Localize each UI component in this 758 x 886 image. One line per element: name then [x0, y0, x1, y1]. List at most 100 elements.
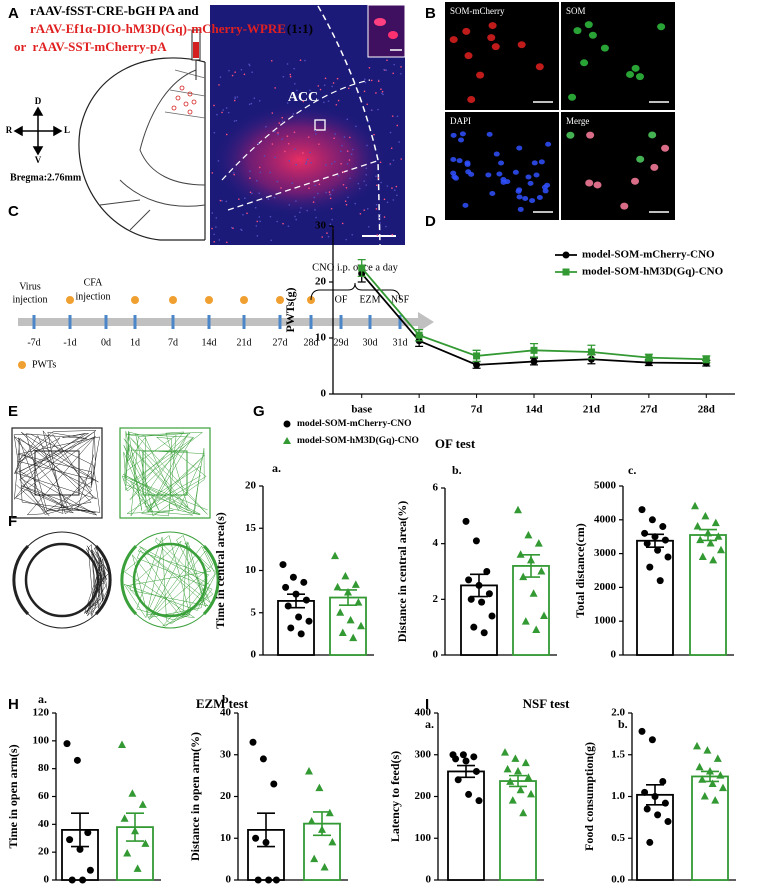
- y-tick-label: 4000: [594, 513, 617, 525]
- panel-sublabel: b.: [452, 463, 462, 477]
- arena: [119, 427, 211, 519]
- fluor-dot: [256, 235, 259, 237]
- y-tick-label: 3000: [594, 547, 617, 559]
- cell: [525, 174, 532, 180]
- data-point: [540, 611, 548, 620]
- day-tick: [339, 315, 343, 329]
- y-tick-label: 0: [251, 649, 257, 661]
- data-point: [272, 876, 280, 884]
- data-point: [693, 741, 701, 750]
- day-tick: [104, 315, 108, 329]
- cell: [585, 179, 594, 187]
- day-label: 28d: [304, 337, 319, 348]
- fluor-dot: [375, 184, 378, 187]
- y-tick-label: 400: [415, 707, 432, 719]
- data-point: [656, 577, 664, 585]
- data-point: [702, 355, 710, 363]
- data-point: [506, 777, 515, 785]
- y-tick-label: 60: [38, 790, 50, 802]
- cell: [500, 176, 507, 182]
- y-tick-label: 10: [245, 564, 257, 576]
- fluor-dot: [293, 131, 296, 134]
- timeline-arrow: [418, 312, 434, 332]
- fluor-dot: [221, 111, 223, 114]
- data-point: [79, 876, 87, 884]
- panel-sublabel: a.: [272, 461, 281, 475]
- fluor-dot: [244, 197, 246, 200]
- panel-sublabel: c.: [628, 463, 636, 477]
- fluor-dot: [273, 196, 276, 199]
- fluor-dot: [375, 203, 378, 206]
- fluor-dot: [329, 197, 332, 200]
- day-tick: [133, 315, 137, 329]
- panel-letter: A: [8, 5, 19, 22]
- fluor-dot: [230, 226, 233, 229]
- y-tick-label: 0: [44, 874, 50, 886]
- fluor-dot: [302, 152, 304, 154]
- y-tick-label: 0: [433, 649, 439, 661]
- data-point: [454, 776, 462, 784]
- fluor-dot: [233, 120, 236, 122]
- data-point: [711, 796, 720, 804]
- data-point: [357, 621, 365, 630]
- cell: [535, 63, 544, 71]
- panel-letter: E: [8, 403, 18, 420]
- data-point: [292, 590, 300, 598]
- cell: [459, 131, 466, 137]
- y-tick-label: 20: [220, 790, 232, 802]
- cell: [648, 131, 657, 139]
- fluor-dot: [295, 218, 297, 221]
- cell: [516, 145, 523, 151]
- fluor-dot: [350, 153, 353, 155]
- fluor-dot: [363, 209, 366, 211]
- data-point: [514, 766, 522, 775]
- fluor-dot: [251, 192, 253, 195]
- fluor-dot: [302, 100, 305, 103]
- fluor-dot: [366, 103, 368, 106]
- fluor-dot: [331, 189, 334, 191]
- legend-text: model-SOM-mCherry-CNO: [297, 419, 412, 429]
- legend-text: model-SOM-hM3D(Gq)-CNO: [582, 266, 724, 278]
- test-label: OF: [335, 294, 348, 305]
- legend-marker: [562, 268, 570, 276]
- fluor-dot: [213, 233, 215, 236]
- fluor-dot: [304, 59, 306, 62]
- arena: [11, 427, 103, 519]
- fluor-dot: [391, 115, 394, 117]
- data-point: [358, 264, 366, 272]
- fluor-dot: [231, 74, 234, 77]
- fluor-dot: [347, 87, 350, 90]
- data-point: [648, 516, 656, 524]
- data-point: [475, 797, 483, 805]
- fluor-dot: [345, 203, 348, 206]
- day-label: 14d: [202, 337, 217, 348]
- test-label: NSF: [391, 294, 410, 305]
- data-point: [472, 767, 480, 775]
- data-point: [654, 811, 662, 819]
- fluor-dot: [258, 100, 261, 102]
- fluor-dot: [386, 185, 389, 187]
- fluor-dot: [240, 68, 243, 71]
- fluor-dot: [386, 201, 389, 204]
- cell: [529, 198, 536, 204]
- fluor-dot: [309, 151, 311, 154]
- cell: [450, 170, 457, 176]
- data-point: [84, 829, 92, 837]
- trajectory: [121, 431, 208, 517]
- fluor-dot: [363, 180, 365, 182]
- fluor-dot: [296, 89, 298, 92]
- fluor-dot: [307, 136, 310, 138]
- pwt-dot: [169, 296, 177, 304]
- fluor-dot: [400, 72, 402, 75]
- fluor-dot: [293, 67, 295, 70]
- day-label: 27d: [273, 337, 288, 348]
- data-point: [706, 538, 715, 547]
- x-tick-label: 28d: [698, 404, 715, 416]
- data-point: [483, 568, 491, 575]
- data-point: [501, 748, 509, 756]
- fluor-dot: [280, 187, 282, 189]
- fluor-dot: [395, 185, 398, 188]
- fluor-dot: [215, 217, 218, 219]
- cell: [464, 52, 473, 60]
- day-tick: [207, 315, 211, 329]
